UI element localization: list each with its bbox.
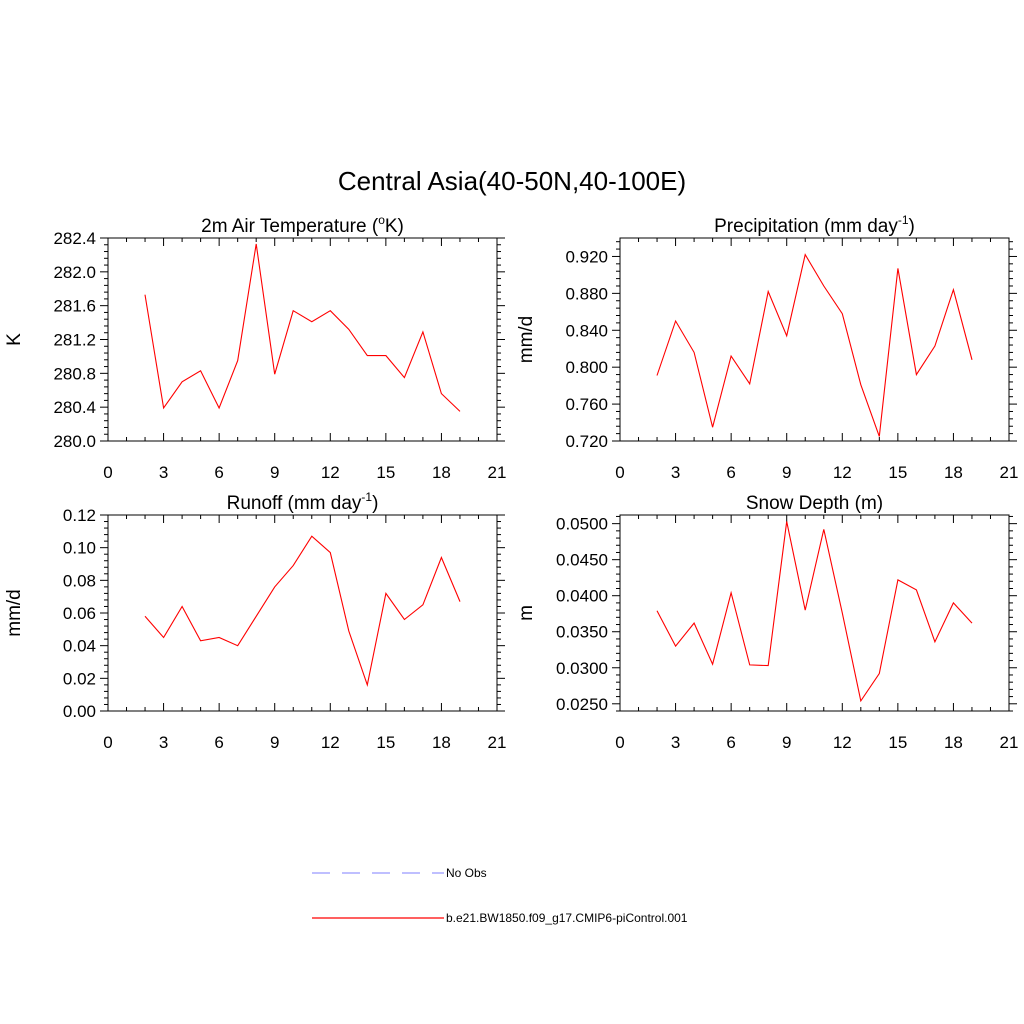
y-tick-label: 0.02	[63, 669, 96, 688]
panel-title-suffix: )	[372, 493, 378, 514]
x-tick-label: 21	[488, 733, 507, 752]
x-tick-label: 3	[159, 463, 168, 482]
plot-frame	[619, 514, 1010, 712]
panel-air-temperature: 2m Air Temperature (oK) K 0 3 6 9 12 15 18 21 280.…	[4, 213, 506, 482]
panel-title: Runoff (mm day-1)	[227, 490, 379, 514]
y-tick-label: 0.840	[565, 321, 608, 340]
y-tick-label: 0.880	[565, 284, 608, 303]
x-tick-label: 12	[321, 463, 340, 482]
y-tick-label: 0.0400	[556, 587, 608, 606]
y-axis-label: mm/d	[516, 316, 537, 364]
x-tick-label: 18	[432, 463, 451, 482]
y-tick-label: 0.800	[565, 358, 608, 377]
y-tick-label: 0.0450	[556, 551, 608, 570]
y-tick-label: 280.0	[53, 432, 96, 451]
legend-model-label: b.e21.BW1850.f09_g17.CMIP6-piControl.001	[446, 911, 688, 925]
y-tick-label: 281.6	[53, 297, 96, 316]
y-tick-label: 0.0250	[556, 695, 608, 714]
x-tick-label: 18	[432, 733, 451, 752]
series-line	[656, 521, 973, 703]
panel-title-main: Snow Depth (m)	[746, 493, 883, 514]
x-tick-label: 12	[833, 733, 852, 752]
y-axis-label: mm/d	[4, 589, 25, 637]
x-tick-label: 18	[944, 463, 963, 482]
y-tick-label: 0.0300	[556, 659, 608, 678]
legend: No Obs b.e21.BW1850.f09_g17.CMIP6-piCont…	[312, 866, 688, 925]
y-tick-label: 0.0350	[556, 623, 608, 642]
x-tick-label: 6	[214, 463, 223, 482]
x-tick-label: 6	[726, 463, 735, 482]
x-tick-label: 0	[103, 733, 112, 752]
panel-precipitation: Precipitation (mm day-1) mm/d 0 3 6 9 12 15 18 21…	[516, 213, 1018, 482]
series-line	[144, 243, 461, 412]
x-tick-label: 12	[321, 733, 340, 752]
x-tick-label: 15	[376, 463, 395, 482]
panel-title-superscript: -1	[361, 490, 372, 504]
x-tick-label: 0	[103, 463, 112, 482]
y-axis-label: m	[516, 605, 537, 621]
y-tick-label: 0.06	[63, 604, 96, 623]
panel-title: 2m Air Temperature (oK)	[201, 213, 404, 237]
panel-title-main: Runoff (mm day	[227, 493, 362, 514]
x-tick-label: 21	[488, 463, 507, 482]
x-tick-label: 15	[376, 733, 395, 752]
y-tick-label: 0.04	[63, 637, 96, 656]
panel-title: Snow Depth (m)	[746, 493, 883, 514]
panel-title: Precipitation (mm day-1)	[714, 213, 915, 237]
y-tick-label: 282.0	[53, 263, 96, 282]
x-tick-label: 18	[944, 733, 963, 752]
y-tick-label: 0.760	[565, 395, 608, 414]
y-tick-label: 0.0500	[556, 515, 608, 534]
x-tick-label: 9	[270, 463, 279, 482]
panel-title-main: Precipitation (mm day	[714, 216, 898, 237]
x-tick-label: 21	[1000, 463, 1019, 482]
x-tick-label: 3	[671, 463, 680, 482]
panel-title-superscript: o	[378, 213, 385, 227]
x-tick-label: 21	[1000, 733, 1019, 752]
panel-title-suffix: K)	[385, 216, 404, 237]
y-axis-label: K	[4, 333, 25, 346]
series-line	[144, 535, 461, 687]
panel-title-suffix: )	[909, 216, 915, 237]
y-tick-label: 280.8	[53, 364, 96, 383]
panel-runoff: Runoff (mm day-1) mm/d 0 3 6 9 12 15 18 21 0.00 0.0…	[4, 490, 506, 752]
x-tick-label: 15	[888, 733, 907, 752]
x-tick-label: 9	[782, 463, 791, 482]
y-tick-label: 282.4	[53, 229, 96, 248]
panel-title-superscript: -1	[898, 213, 909, 227]
y-tick-label: 0.10	[63, 539, 96, 558]
legend-obs-label: No Obs	[446, 866, 487, 880]
y-tick-label: 280.4	[53, 398, 96, 417]
x-tick-label: 6	[214, 733, 223, 752]
y-tick-label: 0.920	[565, 247, 608, 266]
x-tick-label: 0	[615, 733, 624, 752]
y-tick-label: 0.12	[63, 506, 96, 525]
y-tick-label: 0.00	[63, 702, 96, 721]
x-tick-label: 9	[270, 733, 279, 752]
x-tick-label: 12	[833, 463, 852, 482]
figure-title: Central Asia(40-50N,40-100E)	[338, 166, 686, 196]
x-tick-label: 6	[726, 733, 735, 752]
series-line	[656, 253, 973, 437]
panel-title-main: 2m Air Temperature (	[201, 216, 379, 237]
x-tick-label: 9	[782, 733, 791, 752]
x-tick-label: 0	[615, 463, 624, 482]
panel-snow-depth: Snow Depth (m) m 0 3 6 9 12 15 18 21 0.0250 0.0300 0…	[516, 493, 1018, 752]
x-tick-label: 3	[671, 733, 680, 752]
x-tick-label: 15	[888, 463, 907, 482]
x-tick-label: 3	[159, 733, 168, 752]
y-tick-label: 0.720	[565, 432, 608, 451]
y-tick-label: 281.2	[53, 331, 96, 350]
y-tick-label: 0.08	[63, 571, 96, 590]
plot-frame	[619, 237, 1010, 442]
